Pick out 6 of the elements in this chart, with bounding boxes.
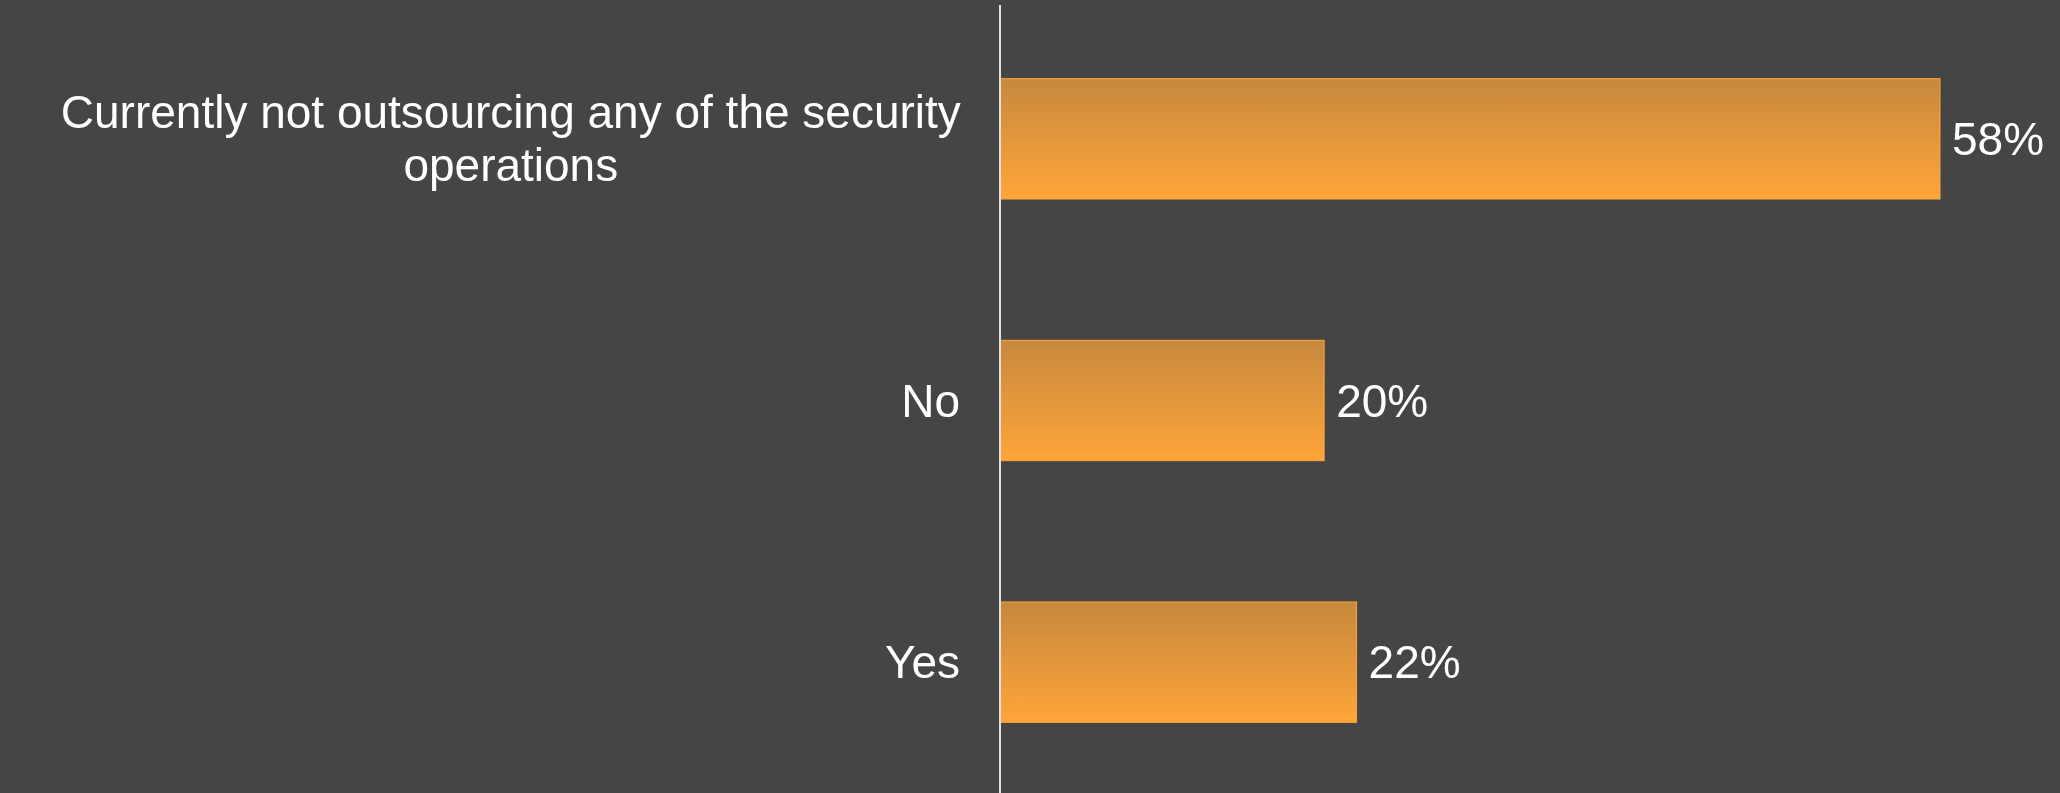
y-tick-label: Currently not outsourcing any of the security operations bbox=[60, 86, 961, 192]
y-tick-label: Yes bbox=[884, 636, 960, 689]
y-tick-label: No bbox=[901, 374, 960, 427]
data-label: 22% bbox=[1368, 636, 1461, 689]
data-label: 58% bbox=[1952, 112, 2045, 165]
data-label: 20% bbox=[1336, 374, 1429, 427]
